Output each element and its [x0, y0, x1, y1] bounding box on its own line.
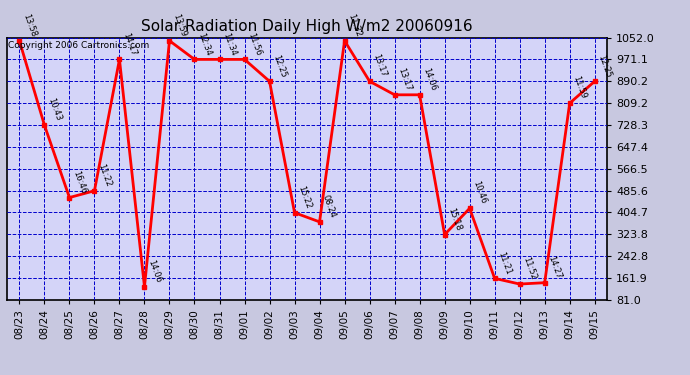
- Text: 12:34: 12:34: [196, 31, 213, 57]
- Text: 11:32: 11:32: [346, 12, 362, 38]
- Text: 13:59: 13:59: [171, 12, 188, 38]
- Text: Copyright 2006 Cartronics.com: Copyright 2006 Cartronics.com: [8, 42, 149, 51]
- Text: 11:21: 11:21: [496, 250, 513, 276]
- Text: 11:34: 11:34: [221, 31, 237, 57]
- Text: 14:17: 14:17: [121, 31, 137, 57]
- Text: 13:17: 13:17: [371, 53, 388, 78]
- Text: 08:24: 08:24: [321, 194, 337, 219]
- Text: 10:46: 10:46: [471, 180, 488, 206]
- Text: 12:25: 12:25: [596, 53, 613, 78]
- Text: 15:22: 15:22: [296, 184, 313, 210]
- Text: 14:06: 14:06: [146, 258, 162, 284]
- Text: 11:52: 11:52: [521, 256, 538, 281]
- Text: 11:56: 11:56: [246, 31, 262, 57]
- Text: 11:22: 11:22: [96, 163, 112, 188]
- Text: 14:06: 14:06: [421, 66, 437, 92]
- Text: 14:27: 14:27: [546, 254, 562, 280]
- Text: 10:43: 10:43: [46, 97, 62, 122]
- Text: 15:18: 15:18: [446, 206, 462, 232]
- Text: 16:46: 16:46: [71, 169, 88, 195]
- Text: 12:25: 12:25: [271, 53, 288, 78]
- Text: 11:59: 11:59: [571, 75, 588, 100]
- Title: Solar Radiation Daily High W/m2 20060916: Solar Radiation Daily High W/m2 20060916: [141, 18, 473, 33]
- Text: 13:17: 13:17: [396, 66, 413, 92]
- Text: 13:58: 13:58: [21, 12, 37, 38]
